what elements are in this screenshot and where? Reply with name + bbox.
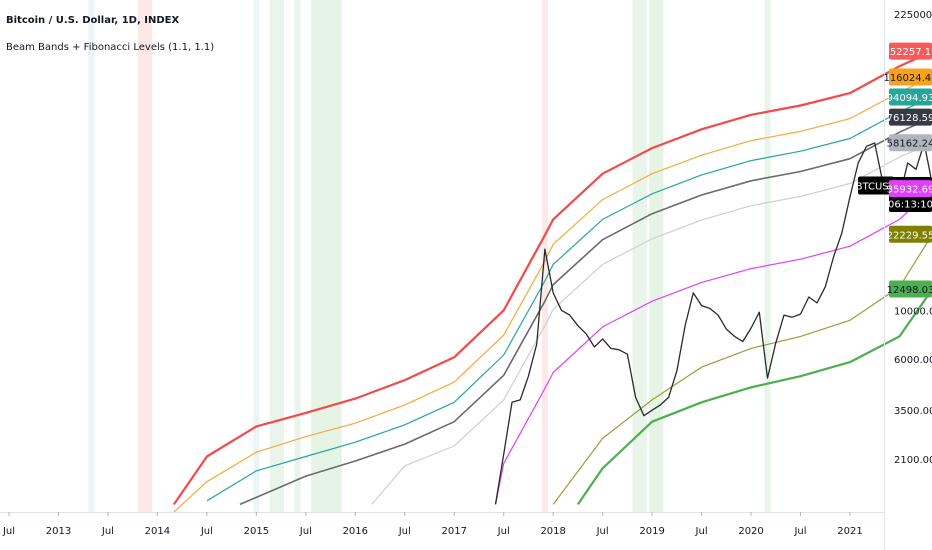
x-tick-label: Jul bbox=[299, 526, 312, 537]
band-line-4 bbox=[371, 142, 932, 505]
band-line-5 bbox=[494, 188, 932, 505]
x-tick-label: Jul bbox=[596, 526, 609, 537]
highlight-band bbox=[137, 0, 153, 512]
x-tick-label: 2014 bbox=[145, 526, 170, 537]
price-tag-bg bbox=[889, 88, 932, 106]
price-tag-label: 94094.93 bbox=[887, 93, 932, 104]
x-tick-label: Jul bbox=[2, 526, 15, 537]
x-tick-label: 2021 bbox=[837, 526, 862, 537]
price-tag-label: 35932.69 bbox=[887, 185, 932, 196]
y-tick-label: 2100.00 bbox=[894, 455, 932, 466]
x-tick-label: 2018 bbox=[540, 526, 565, 537]
price-tag-label: 76128.59 bbox=[887, 113, 932, 124]
price-tag-label: 116024.48 bbox=[883, 73, 932, 84]
price-tag-bg bbox=[889, 42, 932, 60]
y-tick-label: 3500.00 bbox=[894, 406, 932, 417]
x-tick-label: 2013 bbox=[46, 526, 71, 537]
price-tag-bg bbox=[889, 194, 932, 212]
price-tag-label: 12498.03 bbox=[887, 285, 932, 296]
price-tag-label: 58162.24 bbox=[887, 139, 932, 150]
price-tag-bg bbox=[889, 225, 932, 243]
band-line-0 bbox=[172, 50, 932, 506]
highlight-band bbox=[88, 0, 95, 512]
y-tick-label: 6000.00 bbox=[894, 355, 932, 366]
band-line-1 bbox=[173, 76, 932, 513]
x-tick-label: 2015 bbox=[244, 526, 269, 537]
x-tick-label: 2017 bbox=[442, 526, 467, 537]
price-tag-bg bbox=[889, 68, 932, 86]
x-tick-label: Jul bbox=[497, 526, 510, 537]
x-tick-label: Jul bbox=[398, 526, 411, 537]
price-tag-label: 152257.17 bbox=[883, 47, 932, 58]
x-tick-label: Jul bbox=[101, 526, 114, 537]
x-tick-label: 2020 bbox=[738, 526, 763, 537]
y-tick-label: 10000.00 bbox=[894, 306, 932, 317]
price-labels-group: 152257.17 116024.48 94094.93 76128.59 58162.… bbox=[856, 42, 932, 298]
highlight-band bbox=[294, 0, 301, 512]
highlight-band bbox=[632, 0, 647, 512]
price-tag-bg bbox=[889, 180, 932, 198]
highlight-band bbox=[253, 0, 260, 512]
y-tick-label: 225000.00 bbox=[894, 10, 932, 21]
x-tick-label: 2016 bbox=[343, 526, 368, 537]
highlight-band bbox=[311, 0, 342, 512]
price-line bbox=[494, 142, 932, 505]
symbol-tag-label: BTCUSD bbox=[856, 181, 897, 192]
price-tag-label: 06:13:10 bbox=[888, 199, 932, 210]
symbol-tag-bg bbox=[858, 176, 894, 195]
highlight-band bbox=[649, 0, 664, 512]
highlight-group bbox=[88, 0, 771, 512]
x-tick-label: 2019 bbox=[639, 526, 664, 537]
price-tag-bg bbox=[889, 134, 932, 152]
price-tag-bg bbox=[889, 108, 932, 126]
price-tag-label: 22229.55 bbox=[887, 230, 932, 241]
x-tick-label: Jul bbox=[200, 526, 213, 537]
x-tick-label: Jul bbox=[793, 526, 806, 537]
band-line-6 bbox=[552, 233, 932, 505]
price-tag-bg bbox=[889, 280, 932, 298]
highlight-band bbox=[269, 0, 285, 512]
band-line-2 bbox=[206, 96, 932, 502]
x-tick-label: Jul bbox=[695, 526, 708, 537]
band-line-7 bbox=[576, 288, 932, 506]
bands-group bbox=[172, 50, 932, 513]
chart-title: Bitcoin / U.S. Dollar, 1D, INDEX bbox=[6, 15, 180, 26]
highlight-band bbox=[764, 0, 771, 512]
band-line-3 bbox=[239, 116, 932, 506]
indicator-label[interactable]: Beam Bands + Fibonacci Levels (1.1, 1.1) bbox=[6, 42, 215, 53]
